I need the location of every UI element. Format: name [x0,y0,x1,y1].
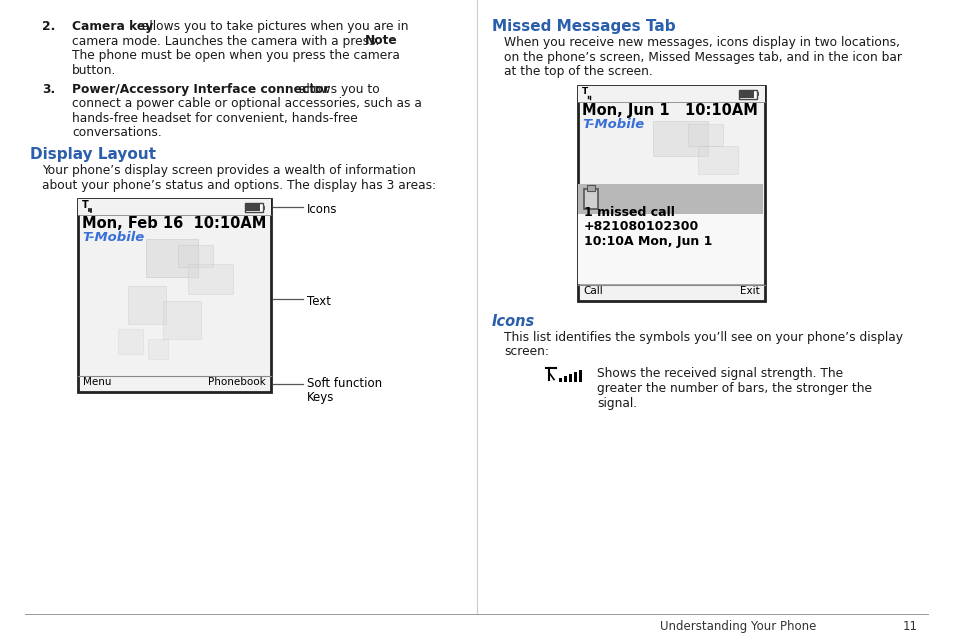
Bar [128,286,166,324]
Text: on the phone’s screen, Missed Messages tab, and in the icon bar: on the phone’s screen, Missed Messages t… [503,50,901,64]
Bar [578,85,764,102]
Text: +821080102300: +821080102300 [583,221,699,233]
Text: Power/Accessory Interface connector: Power/Accessory Interface connector [71,83,329,96]
Text: Exit: Exit [740,286,760,296]
Bar [698,146,738,174]
Text: The phone must be open when you press the camera: The phone must be open when you press th… [71,49,399,62]
Bar [188,264,233,294]
Bar [246,204,260,211]
Text: allows you to take pictures when you are in: allows you to take pictures when you are… [138,20,408,33]
Text: button.: button. [71,64,116,76]
Text: Your phone’s display screen provides a wealth of information: Your phone’s display screen provides a w… [42,164,416,177]
Text: allows you to: allows you to [294,83,379,96]
Bar [558,378,562,382]
Text: T-Mobile: T-Mobile [581,118,643,130]
Bar [563,375,567,382]
Text: hands-free headset for convenient, hands-free: hands-free headset for convenient, hands… [71,112,357,125]
Text: Soft function: Soft function [307,377,382,390]
Bar [146,239,198,277]
Text: Icons: Icons [492,314,535,329]
Text: Icons: Icons [307,203,337,216]
Text: When you receive new messages, icons display in two locations,: When you receive new messages, icons dis… [503,36,899,49]
Bar [652,120,707,155]
Bar [118,329,143,354]
Bar [578,370,582,382]
Bar [583,188,598,209]
Text: Understanding Your Phone: Understanding Your Phone [659,620,816,633]
Text: Phonebook: Phonebook [208,377,266,387]
Bar [148,339,168,359]
Text: Keys: Keys [307,392,334,404]
Text: Note: Note [365,34,397,48]
Text: :: : [391,34,395,48]
Text: 2.: 2. [42,20,55,33]
Bar [687,123,722,146]
Text: Mon, Feb 16  10:10AM: Mon, Feb 16 10:10AM [82,216,266,231]
Text: Camera key: Camera key [71,20,153,33]
Text: at the top of the screen.: at the top of the screen. [503,65,652,78]
Text: Mon, Jun 1   10:10AM: Mon, Jun 1 10:10AM [581,102,757,118]
Text: camera mode. Launches the camera with a press.: camera mode. Launches the camera with a … [71,34,383,48]
Text: T: T [581,86,588,95]
Text: Call: Call [582,286,602,296]
Text: signal.: signal. [597,396,637,410]
Bar [757,92,759,96]
Bar [245,203,263,212]
Bar [578,214,762,284]
Bar [740,90,753,97]
Text: Text: Text [307,295,331,308]
Bar [578,184,762,263]
Text: conversations.: conversations. [71,127,162,139]
Text: T: T [82,200,89,210]
Bar [739,90,757,99]
Bar [574,371,577,382]
Text: screen:: screen: [503,345,548,358]
Text: connect a power cable or optional accessories, such as a: connect a power cable or optional access… [71,97,421,111]
Bar [178,245,213,267]
Bar [163,301,201,339]
Text: 1 missed call: 1 missed call [583,205,674,219]
Text: greater the number of bars, the stronger the: greater the number of bars, the stronger… [597,382,871,395]
FancyBboxPatch shape [78,199,271,392]
Text: 3.: 3. [42,83,55,96]
Bar [568,373,572,382]
Text: This list identifies the symbols you’ll see on your phone’s display: This list identifies the symbols you’ll … [503,331,902,343]
Text: 10:10A Mon, Jun 1: 10:10A Mon, Jun 1 [583,235,712,249]
Text: Missed Messages Tab: Missed Messages Tab [492,19,675,34]
Text: Shows the received signal strength. The: Shows the received signal strength. The [597,368,842,380]
Text: about your phone’s status and options. The display has 3 areas:: about your phone’s status and options. T… [42,179,436,191]
FancyBboxPatch shape [578,85,764,300]
Text: T-Mobile: T-Mobile [82,231,144,244]
Text: Menu: Menu [83,377,112,387]
Text: Display Layout: Display Layout [30,147,156,162]
Bar [78,199,271,215]
Bar [586,184,595,191]
Bar [263,205,265,209]
Text: 11: 11 [902,620,917,633]
